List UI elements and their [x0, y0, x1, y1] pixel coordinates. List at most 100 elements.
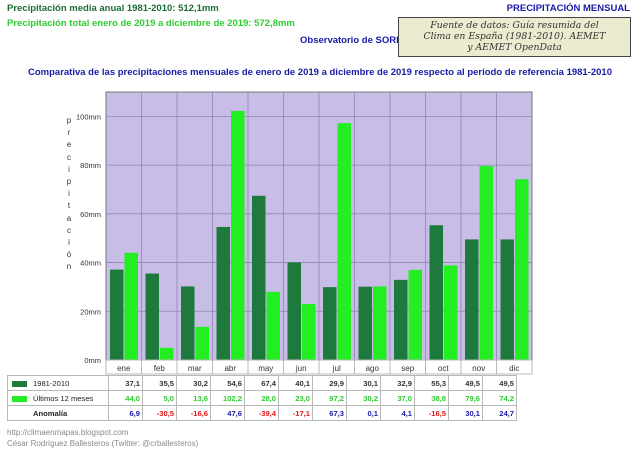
source-line: Fuente de datos: Guía resumida del — [430, 20, 599, 31]
table-cell: 49,5 — [482, 375, 517, 391]
total-precipitation-text: Precipitación total enero de 2019 a dici… — [7, 18, 295, 29]
table-cell: 35,5 — [142, 375, 177, 391]
page-title: PRECIPITACIÓN MENSUAL — [506, 3, 630, 14]
y-tick-label: 20mm — [80, 307, 101, 316]
table-cell: 0,1 — [346, 405, 381, 421]
table-cell: 38,8 — [414, 390, 449, 406]
y-axis-label-letter: p — [66, 176, 72, 186]
table-cell: -39,4 — [244, 405, 279, 421]
row-label: Últimos 12 meses — [7, 390, 109, 406]
bar-recent — [337, 123, 351, 360]
footer: http://climaenmapas.blogspot.com César R… — [7, 427, 198, 449]
x-tick-label: sep — [401, 364, 414, 373]
bar-reference — [110, 269, 124, 360]
observatory-label: Observatorio de SORIA — [300, 35, 406, 46]
y-axis-label-letter: n — [66, 262, 72, 272]
table-cell: -17,1 — [278, 405, 313, 421]
y-tick-label: 40mm — [80, 259, 101, 268]
bar-recent — [373, 286, 387, 360]
x-tick-label: oct — [438, 364, 449, 373]
bar-reference — [216, 226, 230, 360]
table-row: 1981-2010 37,1 35,5 30,2 54,6 67,4 40,1 … — [7, 375, 517, 391]
table-cell: -16,6 — [176, 405, 211, 421]
source-line: y AEMET OpenData — [467, 42, 562, 53]
bar-reference — [500, 239, 514, 360]
table-cell: 13,6 — [176, 390, 211, 406]
table-cell: 32,9 — [380, 375, 415, 391]
legend-swatch — [12, 395, 27, 402]
bar-recent — [302, 303, 316, 360]
table-cell: 4,1 — [380, 405, 415, 421]
table-cell: 5,0 — [142, 390, 177, 406]
table-row: Anomalía 6,9 -30,5 -16,6 47,6 -39,4 -17,… — [7, 405, 517, 421]
table-cell: 23,0 — [278, 390, 313, 406]
table-cell: 6,9 — [108, 405, 143, 421]
table-cell: 29,9 — [312, 375, 347, 391]
chart-title: Comparativa de las precipitaciones mensu… — [28, 67, 612, 78]
bar-recent — [444, 265, 458, 360]
legend-swatch — [12, 380, 27, 387]
y-axis-label-letter: i — [68, 189, 70, 199]
y-axis-label-letter: ó — [66, 250, 72, 260]
table-cell: 79,6 — [448, 390, 483, 406]
bar-recent — [231, 111, 245, 361]
footer-url[interactable]: http://climaenmapas.blogspot.com — [7, 428, 129, 437]
table-cell: 30,1 — [346, 375, 381, 391]
table-cell: 74,2 — [482, 390, 517, 406]
table-cell: -30,5 — [142, 405, 177, 421]
table-cell: 37,0 — [380, 390, 415, 406]
table-cell: 24,7 — [482, 405, 517, 421]
bar-reference — [287, 262, 301, 360]
y-axis-label-letter: i — [68, 237, 70, 247]
x-tick-label: jun — [295, 364, 307, 373]
x-tick-label: mar — [188, 364, 202, 373]
legend-swatch — [12, 411, 27, 417]
x-tick-label: dic — [509, 364, 519, 373]
table-cell: 37,1 — [108, 375, 143, 391]
table-cell: 97,2 — [312, 390, 347, 406]
data-table: 1981-2010 37,1 35,5 30,2 54,6 67,4 40,1 … — [7, 375, 517, 421]
bar-recent — [160, 347, 174, 360]
table-cell: 67,4 — [244, 375, 279, 391]
data-source-box: Fuente de datos: Guía resumida del Clima… — [398, 17, 631, 57]
table-cell: 54,6 — [210, 375, 245, 391]
table-cell: 30,2 — [176, 375, 211, 391]
bar-recent — [408, 269, 422, 360]
bar-recent — [266, 291, 280, 360]
bar-reference — [323, 287, 337, 360]
x-tick-label: jul — [332, 364, 341, 373]
table-cell: 102,2 — [210, 390, 245, 406]
y-axis-label-letter: c — [67, 225, 71, 235]
table-cell: 30,1 — [448, 405, 483, 421]
row-label: 1981-2010 — [7, 375, 109, 391]
table-cell: 67,3 — [312, 405, 347, 421]
y-tick-label: 100mm — [76, 112, 101, 121]
bar-reference — [145, 273, 159, 360]
footer-author: César Rodríguez Ballesteros (Twitter: @c… — [7, 439, 199, 448]
x-tick-label: may — [258, 364, 273, 373]
bar-recent — [195, 326, 209, 360]
y-axis-label-letter: e — [66, 140, 72, 150]
bar-reference — [358, 286, 372, 360]
y-axis-label-letter: a — [66, 213, 72, 223]
table-cell: 47,6 — [210, 405, 245, 421]
x-tick-label: nov — [472, 364, 485, 373]
y-axis-label-letter: c — [67, 152, 71, 162]
x-tick-label: feb — [154, 364, 166, 373]
x-tick-label: ene — [117, 364, 131, 373]
table-cell: -16,5 — [414, 405, 449, 421]
y-tick-label: 80mm — [80, 161, 101, 170]
table-cell: 55,3 — [414, 375, 449, 391]
bar-recent — [479, 166, 493, 360]
y-axis-label-letter: t — [67, 201, 71, 211]
row-label: Anomalía — [7, 405, 109, 421]
bar-recent — [124, 252, 138, 360]
table-cell: 40,1 — [278, 375, 313, 391]
table-row: Últimos 12 meses 44,0 5,0 13,6 102,2 28,… — [7, 390, 517, 406]
table-cell: 44,0 — [108, 390, 143, 406]
x-tick-label: abr — [224, 364, 236, 373]
annual-mean-text: Precipitación media anual 1981-2010: 512… — [7, 3, 219, 14]
y-tick-label: 60mm — [80, 210, 101, 219]
